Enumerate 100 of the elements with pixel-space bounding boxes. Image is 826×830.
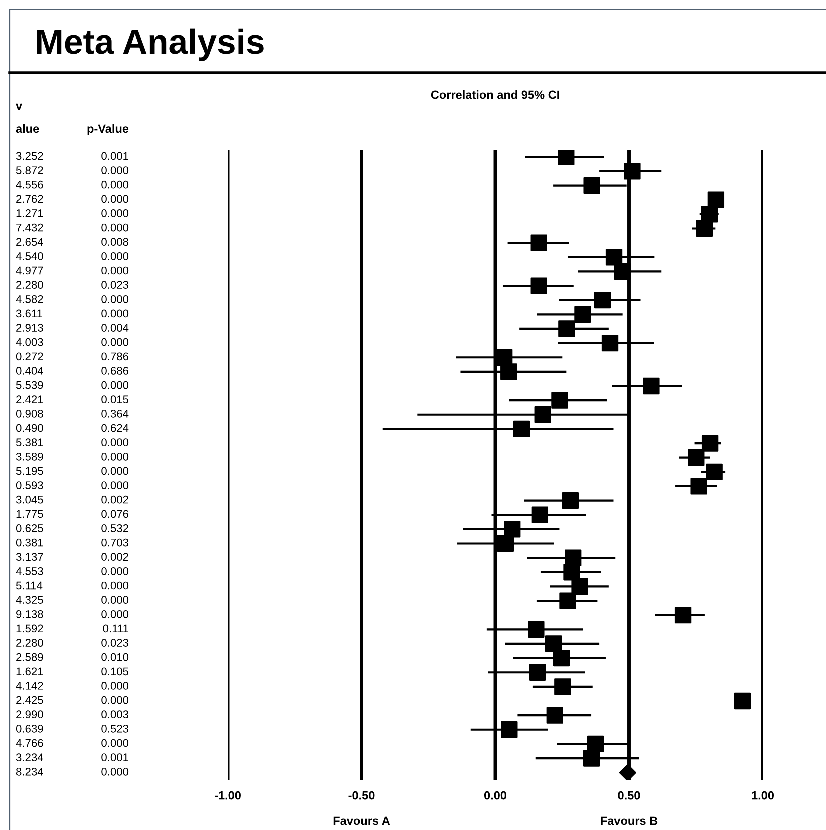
point: [688, 450, 705, 466]
text: 0.111: [103, 624, 128, 633]
point: [574, 306, 592, 323]
point: [674, 607, 692, 624]
text: 0.404: [16, 367, 44, 375]
text: 0.686: [102, 367, 129, 375]
text: 7.432: [16, 224, 44, 232]
text: 0.000: [102, 266, 129, 275]
x-tick-label: -1.00: [215, 791, 241, 800]
text: 0.000: [102, 310, 129, 318]
point: [558, 150, 575, 166]
text: 0.000: [102, 696, 129, 704]
text: 0.001: [102, 754, 128, 762]
point: [583, 750, 600, 767]
text: 1.621: [16, 668, 44, 676]
text: 4.553: [16, 568, 44, 576]
text: 0.639: [16, 725, 44, 733]
text: 0.000: [102, 338, 129, 346]
text: Favours B: [601, 816, 658, 826]
text: 2.913: [16, 324, 44, 332]
text: 0.023: [102, 281, 129, 290]
point: [558, 320, 576, 338]
text: 0.076: [102, 510, 129, 518]
point: [501, 722, 518, 738]
text: 3.137: [16, 553, 44, 562]
point: [554, 678, 572, 696]
text: 4.325: [16, 596, 44, 604]
text: 0.523: [102, 725, 129, 733]
text: 2.654: [16, 238, 44, 246]
point: [606, 249, 623, 266]
point: [534, 406, 552, 424]
text: 0.004: [102, 324, 129, 332]
point: [734, 692, 752, 710]
text: 4.556: [16, 180, 44, 189]
text: 0.000: [102, 195, 129, 204]
point: [529, 664, 546, 681]
text: 4.540: [16, 252, 44, 260]
text: 0.010: [102, 653, 129, 662]
text: 4.766: [16, 739, 44, 748]
text: 0.000: [102, 452, 129, 461]
text: 5.195: [16, 467, 44, 476]
text: 0.000: [102, 180, 129, 189]
text: 2.280: [16, 639, 44, 647]
category-label: p-Value: [88, 124, 129, 136]
text: 0.000: [102, 467, 129, 476]
text: 5.539: [16, 381, 44, 390]
text: 0.000: [102, 482, 129, 490]
chart-subtitle: Correlation and 95% CI: [431, 90, 560, 100]
point: [702, 435, 719, 452]
text: 3.611: [16, 310, 42, 318]
text: 0.532: [102, 524, 128, 532]
text: 3.234: [16, 754, 44, 762]
point: [532, 506, 549, 524]
text: 0.364: [102, 410, 129, 418]
point: [530, 234, 548, 252]
text: 1.775: [16, 510, 44, 518]
text: 0.000: [102, 438, 129, 447]
x-tick-label: -0.50: [348, 791, 375, 800]
text: 0.003: [102, 710, 129, 719]
point: [552, 392, 568, 409]
text: 0.624: [102, 424, 129, 432]
chart-title: Meta Analysis: [37, 28, 264, 62]
text: 0.593: [16, 482, 44, 490]
text: 0.000: [102, 210, 129, 218]
point: [690, 478, 708, 495]
point: [706, 464, 723, 480]
text: 3.589: [16, 452, 44, 461]
point: [643, 378, 660, 395]
point: [546, 707, 564, 724]
text: 0.000: [102, 682, 129, 690]
text: 0.002: [102, 553, 128, 562]
text: 2.280: [16, 281, 44, 290]
point: [619, 764, 636, 780]
text: 0.490: [16, 424, 44, 432]
point: [504, 521, 521, 538]
text: 0.000: [102, 252, 129, 260]
text: 0.381: [16, 538, 44, 547]
text: 8.234: [16, 768, 44, 776]
text: 4.977: [16, 266, 44, 275]
text: 0.000: [102, 596, 129, 604]
text: 1.271: [16, 210, 44, 218]
point: [530, 278, 548, 294]
x-tick-label: 0.50: [618, 791, 640, 800]
text: 4.003: [16, 338, 44, 346]
point: [513, 420, 530, 438]
point: [528, 621, 545, 638]
point: [497, 535, 514, 552]
point: [584, 177, 600, 194]
text: 4.582: [16, 295, 44, 304]
text: 4.142: [16, 682, 44, 690]
text: 0.000: [102, 568, 129, 576]
point: [500, 364, 518, 380]
point: [572, 578, 588, 596]
point: [602, 334, 619, 352]
text: 2.425: [16, 696, 44, 704]
text: 5.872: [16, 166, 44, 174]
text: 0.000: [102, 295, 129, 304]
point: [562, 492, 579, 510]
category-label: alue: [16, 124, 40, 134]
text: 0.023: [102, 639, 129, 647]
